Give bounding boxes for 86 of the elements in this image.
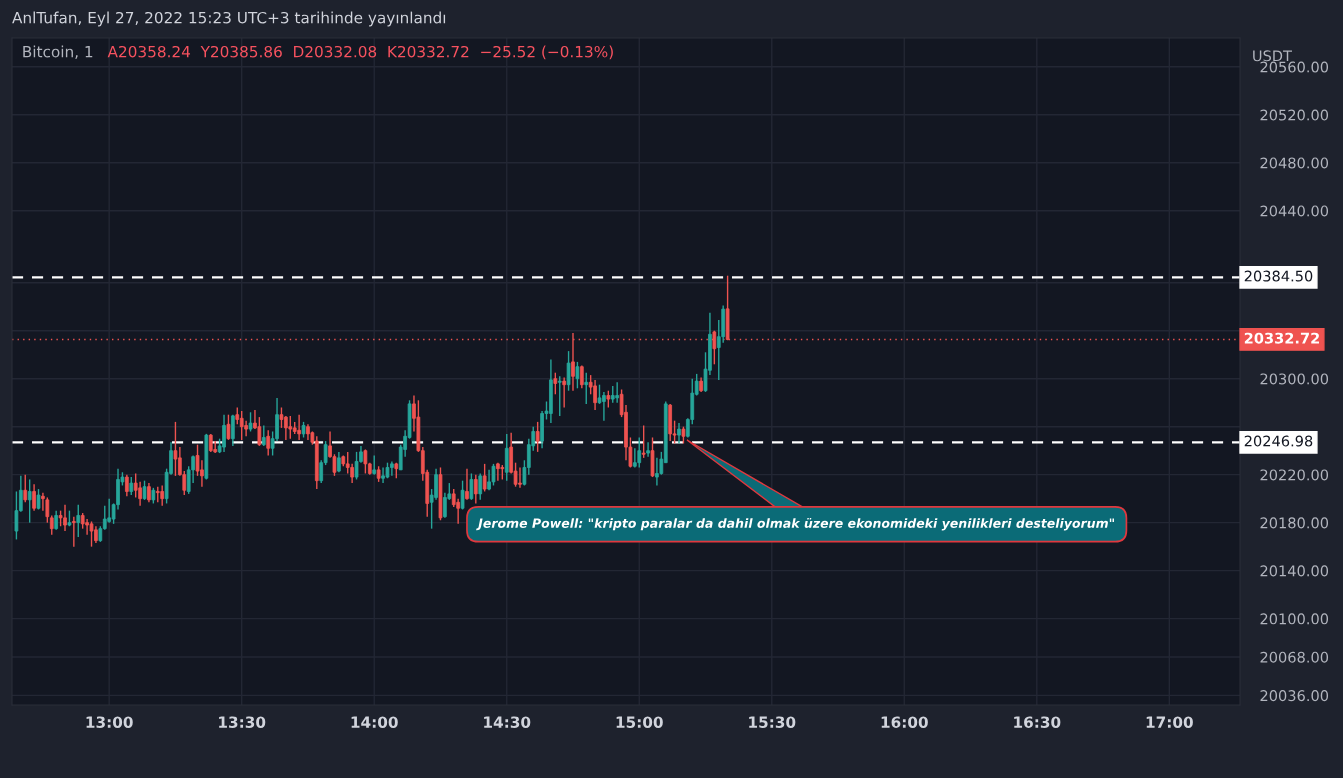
- x-tick-label: 13:30: [219, 716, 266, 728]
- candlestick: [45, 496, 50, 524]
- candlestick: [89, 520, 94, 548]
- x-tick-label: 16:30: [1014, 716, 1061, 728]
- candlestick: [23, 473, 28, 503]
- chart-subtitle: Bitcoin, 1: [23, 45, 93, 59]
- candlestick: [460, 479, 465, 511]
- x-tick-label: 15:30: [749, 716, 796, 728]
- x-tick-label: 15:00: [616, 716, 663, 728]
- y-tick-label: 20100.00: [1260, 613, 1329, 625]
- candlestick: [712, 330, 717, 365]
- candlestick: [584, 372, 589, 405]
- candlestick: [363, 448, 368, 475]
- candlestick: [32, 483, 36, 512]
- candlestick: [482, 463, 487, 493]
- candlestick: [434, 467, 438, 501]
- candlestick: [244, 419, 248, 437]
- candlestick: [63, 503, 67, 532]
- x-tick-label: 17:00: [1146, 716, 1193, 728]
- candlestick: [456, 497, 460, 525]
- y-tick-label: 20068.00: [1260, 651, 1329, 663]
- ref-line-label: 20246.98: [1244, 435, 1313, 447]
- y-tick-label: 20440.00: [1260, 205, 1329, 217]
- candlestick: [173, 421, 178, 477]
- candlestick: [646, 441, 650, 458]
- candlestick: [160, 484, 165, 507]
- candlestick: [239, 410, 244, 441]
- candlestick: [637, 436, 642, 469]
- candlestick: [71, 515, 76, 548]
- candlestick: [504, 433, 509, 482]
- y-tick-label: 20560.00: [1260, 61, 1329, 73]
- candlestick: [226, 413, 231, 441]
- candlestick: [261, 424, 266, 447]
- candlestick: [257, 416, 262, 447]
- candlestick: [297, 413, 301, 441]
- y-tick-label: 20036.00: [1260, 690, 1329, 702]
- candlestick: [231, 413, 235, 447]
- annotation: A20358.24 Y20385.86 D20332.08 K20332.72 −25.52 (−0.13%): [107, 45, 613, 60]
- candlestick: [465, 467, 469, 501]
- ref-line-label: 20332.72: [1244, 332, 1319, 344]
- annotation: Jerome Powell: "kripto paralar da dahil olmak üzere ekonomideki yenilikleri desteliyorum": [476, 518, 1114, 531]
- candlestick: [557, 375, 562, 417]
- candlestick: [496, 461, 500, 482]
- x-tick-label: 14:00: [351, 716, 398, 728]
- candlestick: [562, 376, 567, 409]
- candlestick: [27, 478, 32, 524]
- candlestick: [443, 491, 447, 519]
- ref-line-label: 20384.50: [1244, 270, 1313, 282]
- candlestick: [288, 415, 293, 440]
- candlestick: [593, 379, 597, 411]
- y-tick-label: 20520.00: [1260, 109, 1329, 121]
- candlestick: [54, 509, 59, 531]
- x-tick-label: 13:00: [86, 716, 133, 728]
- y-tick-label: 20180.00: [1260, 517, 1329, 529]
- candlestick: [535, 421, 540, 453]
- chart-title: AnlTufan, Eyl 27, 2022 15:23 UTC+3 tarihinde yayınlandı: [12, 11, 446, 27]
- candlestick: [147, 482, 151, 503]
- candlestick: [615, 381, 620, 404]
- candlestick: [566, 350, 571, 392]
- candlestick: [677, 422, 681, 445]
- candlestick: [469, 472, 474, 501]
- candlestick: [279, 406, 284, 429]
- candlestick: [575, 361, 580, 389]
- candlestick: [350, 463, 354, 484]
- candlestick: [641, 424, 646, 459]
- candlestick: [478, 472, 483, 501]
- y-tick-label: 20140.00: [1260, 565, 1329, 577]
- candlestick: [76, 503, 81, 538]
- candlestick: [138, 481, 142, 507]
- candlestick: [473, 473, 478, 505]
- candlestick: [655, 457, 659, 487]
- candlestick: [266, 429, 271, 457]
- candlestick: [553, 372, 558, 395]
- y-tick-label: 20480.00: [1260, 157, 1329, 169]
- x-tick-label: 16:00: [881, 716, 928, 728]
- x-tick-label: 14:30: [484, 716, 531, 728]
- y-tick-label: 20300.00: [1260, 373, 1329, 385]
- y-axis-title: USDT: [1253, 50, 1293, 62]
- candlestick: [491, 463, 496, 487]
- candlestick: [248, 411, 253, 433]
- candlestick: [222, 413, 226, 453]
- candlestick: [124, 473, 129, 497]
- candlestick: [49, 514, 54, 536]
- y-tick-label: 20220.00: [1260, 469, 1329, 481]
- candlestick: [142, 479, 147, 501]
- candlestick: [372, 454, 377, 476]
